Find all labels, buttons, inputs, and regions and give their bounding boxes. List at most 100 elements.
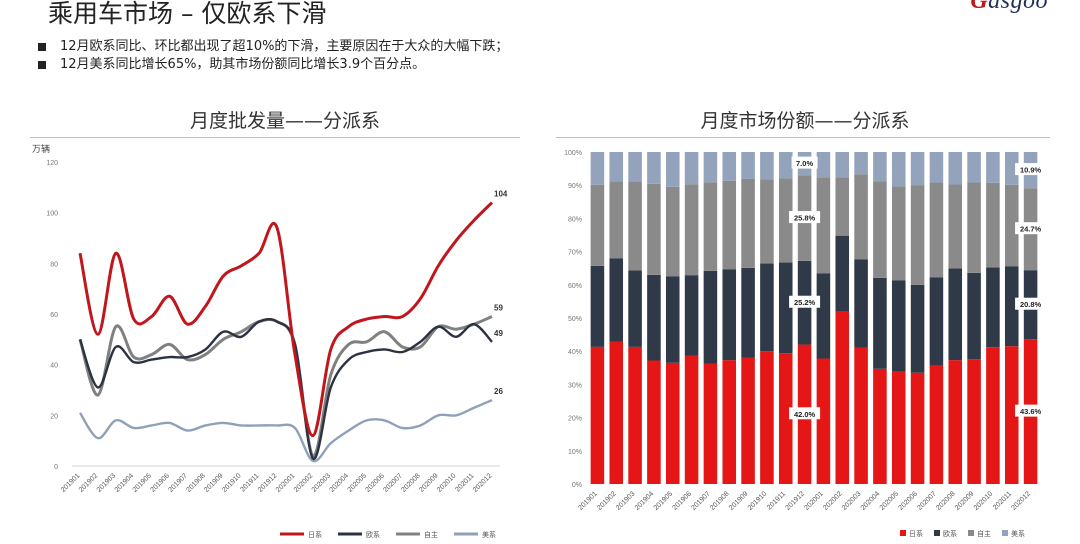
line-chart-title-rule	[30, 137, 520, 138]
x-tick-label: 201912	[785, 490, 807, 512]
stacked-bar-segment	[722, 360, 737, 484]
stacked-bar-segment	[590, 346, 605, 484]
stacked-bar-segment	[665, 186, 680, 277]
x-tick-label: 201901	[577, 490, 599, 512]
stacked-bar-segment	[741, 178, 755, 268]
stacked-bar-segment	[910, 284, 925, 373]
brand-logo: Gasgoo	[970, 0, 1048, 14]
stacked-bar-segment	[929, 277, 944, 366]
stacked-bar-segment	[986, 267, 1000, 348]
stacked-bar-segment	[590, 184, 605, 266]
stacked-bar-segment	[760, 263, 774, 352]
data-label-bg	[1015, 222, 1047, 235]
stacked-bar-segment	[703, 182, 718, 271]
bullet-square-icon	[38, 43, 46, 51]
stacked-bar-segment	[647, 152, 661, 184]
x-tick-label: 202007	[916, 490, 938, 512]
stacked-bar-segment	[986, 182, 1000, 268]
data-label: 10.9%	[1020, 166, 1042, 175]
stacked-bar-segment	[1004, 266, 1019, 347]
stacked-bar-segment	[741, 152, 755, 179]
legend-label: 日系	[308, 530, 322, 539]
legend-swatch	[968, 530, 974, 536]
x-tick-label: 201907	[690, 490, 712, 512]
data-label-bg	[791, 156, 818, 169]
y-tick-label: 100	[46, 211, 58, 218]
stacked-bar-segment	[929, 182, 944, 278]
data-label: 24.7%	[1020, 225, 1042, 234]
stacked-bar-segment	[948, 152, 963, 185]
stacked-bar-segment	[590, 152, 605, 185]
x-tick-label: 202009	[954, 490, 976, 512]
end-value-label: 26	[494, 387, 503, 396]
stacked-bar-segment	[741, 357, 755, 484]
stacked-bar-segment	[835, 311, 850, 484]
stacked-bar-segment	[647, 360, 661, 484]
x-tick-label: 202005	[879, 490, 901, 512]
data-label: 7.0%	[796, 159, 813, 168]
summary-bullets: 12月欧系同比、环比都出现了超10%的下滑，主要原因在于大众的大幅下跌； 12月…	[38, 38, 508, 74]
page-title: 乘用车市场 – 仅欧系下滑	[48, 0, 327, 28]
stacked-bar-segment	[703, 270, 718, 364]
stacked-bar-segment	[628, 270, 642, 347]
stacked-bar-segment	[760, 152, 774, 180]
series-line	[78, 318, 493, 460]
legend-label: 自主	[977, 529, 991, 538]
data-label: 25.8%	[794, 214, 816, 223]
legend-label: 日系	[909, 529, 923, 538]
stacked-bar-segment	[986, 152, 1000, 183]
y-tick-label: 20%	[568, 416, 582, 423]
x-tick-label: 201906	[672, 490, 694, 512]
stacked-bar-segment	[816, 273, 831, 359]
series-line	[78, 201, 494, 438]
stacked-bar-segment	[628, 152, 642, 182]
y-axis-unit-label: 万辆	[32, 143, 50, 154]
stacked-bar-segment	[873, 277, 887, 369]
stacked-bar-segment	[722, 269, 737, 361]
y-tick-label: 50%	[568, 316, 582, 323]
stacked-bar-segment	[628, 346, 642, 484]
bullet-square-icon	[38, 61, 46, 69]
y-tick-label: 90%	[568, 183, 582, 190]
stacked-bar-segment	[835, 235, 850, 312]
x-tick-label: 202004	[860, 490, 882, 512]
stacked-bar-segment	[854, 259, 868, 348]
y-tick-label: 0%	[572, 482, 582, 489]
stacked-bar-segment	[854, 174, 868, 260]
share-chart-title-rule	[556, 137, 1050, 138]
x-tick-label: 202003	[841, 490, 863, 512]
stacked-bar-segment	[665, 362, 680, 484]
line-chart-title: 月度批发量——分派系	[189, 110, 380, 132]
stacked-bar-segment	[722, 152, 737, 181]
stacked-bar-segment	[684, 275, 699, 356]
stacked-bar-segment	[873, 152, 887, 182]
y-tick-label: 40%	[568, 349, 582, 356]
data-label-bg	[789, 295, 821, 308]
x-tick-label: 202010	[436, 472, 458, 494]
stacked-bar-segment	[760, 179, 774, 264]
stacked-bar-segment	[684, 184, 699, 276]
stacked-bar-segment	[609, 152, 624, 182]
stacked-bar-segment	[948, 184, 963, 269]
stacked-bar-segment	[590, 265, 605, 347]
stacked-bar-segment	[722, 180, 737, 270]
y-tick-label: 60%	[568, 283, 582, 290]
stacked-bar-segment	[1004, 346, 1019, 484]
data-label-bg	[789, 407, 821, 420]
stacked-bar-segment	[760, 351, 774, 484]
stacked-bar-segment	[647, 183, 661, 275]
stacked-bar-segment	[929, 365, 944, 484]
data-label-bg	[789, 211, 821, 224]
stacked-bar-segment	[778, 262, 793, 354]
stacked-bar-segment	[684, 152, 699, 185]
x-tick-label: 202001	[803, 490, 825, 512]
stacked-bar-segment	[778, 178, 793, 263]
stacked-bar-segment	[609, 258, 624, 342]
stacked-bar-segment	[948, 268, 963, 361]
y-tick-label: 30%	[568, 382, 582, 389]
x-tick-label: 201903	[615, 490, 637, 512]
stacked-bar-segment	[910, 372, 925, 484]
data-label-bg	[1015, 404, 1047, 417]
x-tick-label: 202011	[992, 490, 1013, 511]
stacked-bar-segment	[910, 185, 925, 285]
